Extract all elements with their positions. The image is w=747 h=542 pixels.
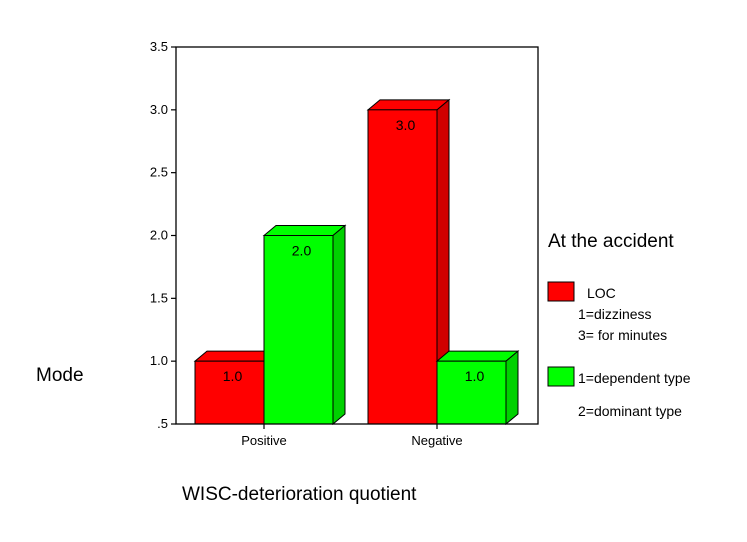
bar: 1.0 (435, 350, 520, 426)
legend-sub-type-1: 2=dominant type (578, 403, 682, 419)
bar: 2.0 (262, 224, 347, 426)
y-tick-label: 2.0 (150, 228, 168, 243)
bar-front-face (436, 360, 507, 425)
y-tick-label: 1.5 (150, 290, 168, 305)
bar-value-label: 1.0 (223, 368, 243, 384)
bar-front-face (263, 235, 334, 425)
legend-label-type: 1=dependent type (578, 370, 691, 386)
bar-front-face (367, 109, 438, 425)
legend-sub-loc-2: 3= for minutes (578, 327, 667, 343)
bars-layer: 1.0 2.0 3.0 1.0 (193, 98, 520, 426)
x-axis-label: WISC-deterioration quotient (182, 484, 417, 505)
y-tick-label: 2.5 (150, 165, 168, 180)
y-tick-label: 1.0 (150, 353, 168, 368)
y-axis-label: Mode (36, 365, 84, 386)
y-tick-label: .5 (157, 416, 168, 431)
legend-label-loc: LOC (587, 285, 616, 301)
x-axis: Positive Negative (241, 424, 463, 448)
bar-top-face (435, 350, 520, 362)
legend-swatch-type (547, 366, 575, 387)
bar-top-face (262, 225, 347, 236)
bar-value-label: 3.0 (396, 117, 416, 133)
bar-value-label: 2.0 (292, 243, 312, 259)
legend: At the accident LOC 1=dizziness 3= for m… (547, 231, 691, 419)
x-tick-label: Negative (411, 433, 462, 448)
bar-side-face (505, 350, 519, 426)
bar-front-face (194, 360, 265, 425)
x-tick-label: Positive (241, 433, 287, 448)
bar-value-label: 1.0 (465, 368, 485, 384)
bar-side-face (332, 224, 346, 426)
legend-sub-loc-1: 1=dizziness (578, 306, 652, 322)
y-tick-label: 3.5 (150, 39, 168, 54)
legend-swatch-loc (547, 281, 575, 302)
legend-title: At the accident (548, 231, 674, 252)
bar-top-face (366, 99, 451, 111)
bar: 3.0 (366, 98, 451, 426)
y-axis: .5 1.0 1.5 2.0 2.5 3.0 3.5 (150, 39, 176, 431)
y-tick-label: 3.0 (150, 102, 168, 117)
